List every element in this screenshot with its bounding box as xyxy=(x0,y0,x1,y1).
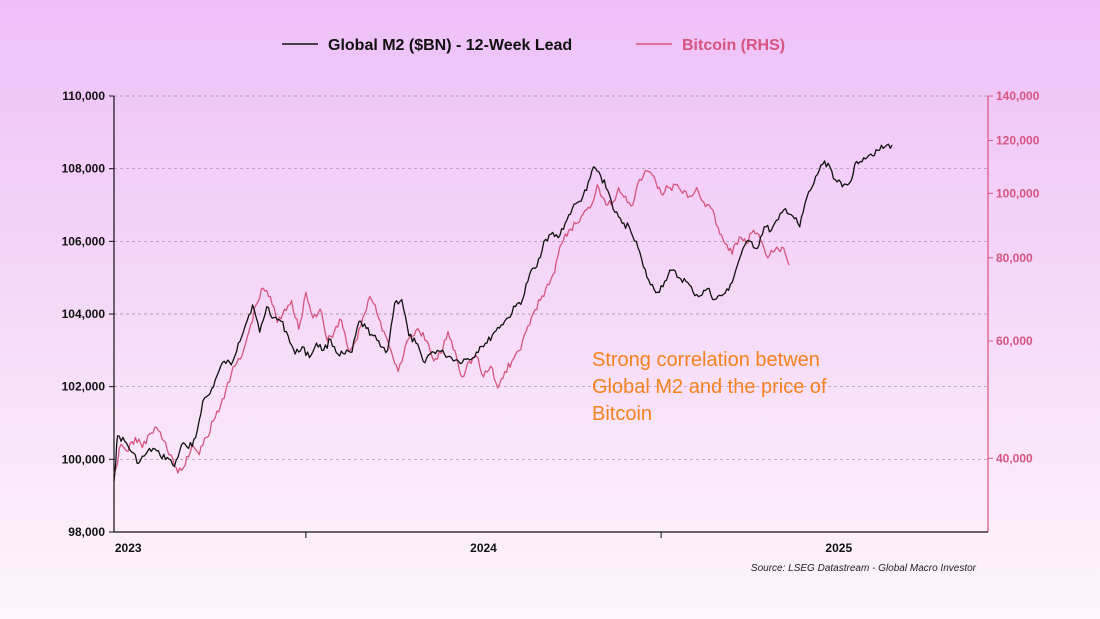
left-tick-label: 104,000 xyxy=(62,307,106,321)
left-tick-label: 110,000 xyxy=(62,89,105,103)
series-line-bitcoin xyxy=(113,170,790,474)
right-tick-label: 100,000 xyxy=(996,186,1040,200)
left-tick-label: 102,000 xyxy=(62,380,106,394)
left-tick-label: 98,000 xyxy=(68,525,105,539)
legend-label-m2: Global M2 ($BN) - 12-Week Lead xyxy=(328,37,572,54)
source-note: Source: LSEG Datastream - Global Macro I… xyxy=(751,563,977,574)
annotation-line-1: Strong correlation betwen xyxy=(592,349,820,371)
annotation: Strong correlation betwen Global M2 and … xyxy=(592,349,827,425)
x-tick-label: 2023 xyxy=(115,541,142,555)
right-tick-label: 140,000 xyxy=(996,89,1040,103)
right-tick-label: 120,000 xyxy=(996,134,1040,148)
gridlines xyxy=(114,95,988,460)
annotation-line-2: Global M2 and the price of xyxy=(592,376,827,398)
left-y-ticks: 98,000 100,000 102,000 104,000 106,000 108,00… xyxy=(62,89,114,539)
annotation-line-3: Bitcoin xyxy=(592,403,652,425)
right-tick-label: 40,000 xyxy=(996,451,1033,465)
series-line-global-m2 xyxy=(113,143,893,482)
left-tick-label: 108,000 xyxy=(62,162,106,176)
left-tick-label: 100,000 xyxy=(62,452,106,466)
right-tick-label: 60,000 xyxy=(996,334,1033,348)
x-tick-label: 2025 xyxy=(825,541,852,555)
x-ticks: 2023 2024 2025 xyxy=(115,532,852,555)
right-tick-label: 80,000 xyxy=(996,251,1033,265)
legend-label-btc: Bitcoin (RHS) xyxy=(682,37,785,54)
legend: Global M2 ($BN) - 12-Week Lead Bitcoin (… xyxy=(282,37,785,54)
left-tick-label: 106,000 xyxy=(62,234,106,248)
x-tick-label: 2024 xyxy=(470,541,497,555)
right-y-ticks: 40,000 60,000 80,000 100,000 120,000 140,000 xyxy=(988,89,1040,465)
